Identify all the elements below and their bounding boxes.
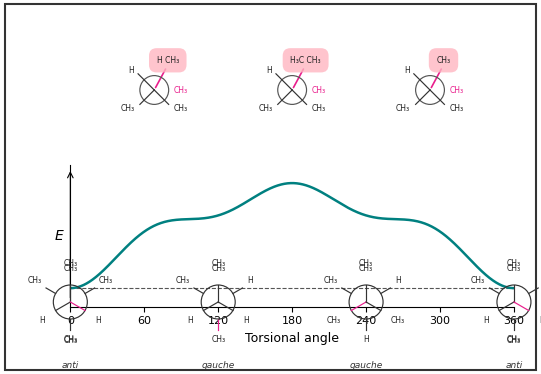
Text: CH₃: CH₃	[211, 264, 225, 273]
Text: CH₃: CH₃	[99, 276, 113, 285]
Text: CH₃: CH₃	[507, 264, 521, 273]
Text: CH₃: CH₃	[175, 276, 189, 285]
Text: CH₃: CH₃	[359, 264, 373, 273]
Text: CH₃: CH₃	[312, 104, 326, 113]
Text: CH₃: CH₃	[391, 316, 405, 325]
Text: CH₃: CH₃	[396, 104, 410, 113]
Text: CH₃: CH₃	[450, 86, 464, 95]
Text: CH₃: CH₃	[507, 336, 521, 345]
Text: CH₃: CH₃	[211, 335, 225, 344]
Text: H: H	[483, 316, 489, 325]
Text: H: H	[539, 316, 541, 325]
Y-axis label: E: E	[55, 229, 64, 243]
Text: CH₃: CH₃	[258, 104, 272, 113]
Text: CH₃: CH₃	[471, 276, 485, 285]
Text: H CH₃: H CH₃	[157, 56, 179, 65]
Text: CH₃: CH₃	[359, 259, 373, 268]
Text: CH₃: CH₃	[174, 86, 188, 95]
Text: CH₃: CH₃	[507, 259, 521, 268]
Text: CH₃: CH₃	[507, 335, 521, 344]
Text: CH₃: CH₃	[120, 104, 135, 113]
X-axis label: Torsional angle: Torsional angle	[245, 332, 339, 345]
Text: CH₃: CH₃	[327, 316, 341, 325]
Text: CH₃: CH₃	[437, 56, 451, 65]
Text: CH₃: CH₃	[63, 336, 77, 345]
Text: H: H	[395, 276, 400, 285]
Text: anti: anti	[505, 362, 523, 371]
Text: CH₃: CH₃	[323, 276, 338, 285]
Text: CH₃: CH₃	[63, 259, 77, 268]
Text: H: H	[95, 316, 101, 325]
Text: H₃C CH₃: H₃C CH₃	[291, 56, 321, 65]
Text: H: H	[39, 316, 45, 325]
Text: H: H	[187, 316, 193, 325]
Text: CH₃: CH₃	[63, 335, 77, 344]
Text: H: H	[405, 66, 410, 75]
Text: CH₃: CH₃	[28, 276, 42, 285]
Text: H: H	[243, 316, 249, 325]
Text: CH₃: CH₃	[450, 104, 464, 113]
Text: H: H	[363, 335, 369, 344]
Text: anti: anti	[62, 362, 79, 371]
Text: H: H	[129, 66, 135, 75]
Text: CH₃: CH₃	[211, 259, 225, 268]
Text: H: H	[247, 276, 253, 285]
Text: gauche: gauche	[349, 362, 382, 371]
Text: CH₃: CH₃	[312, 86, 326, 95]
Text: gauche: gauche	[202, 362, 235, 371]
Text: CH₃: CH₃	[174, 104, 188, 113]
Text: H: H	[267, 66, 272, 75]
Text: CH₃: CH₃	[63, 264, 77, 273]
